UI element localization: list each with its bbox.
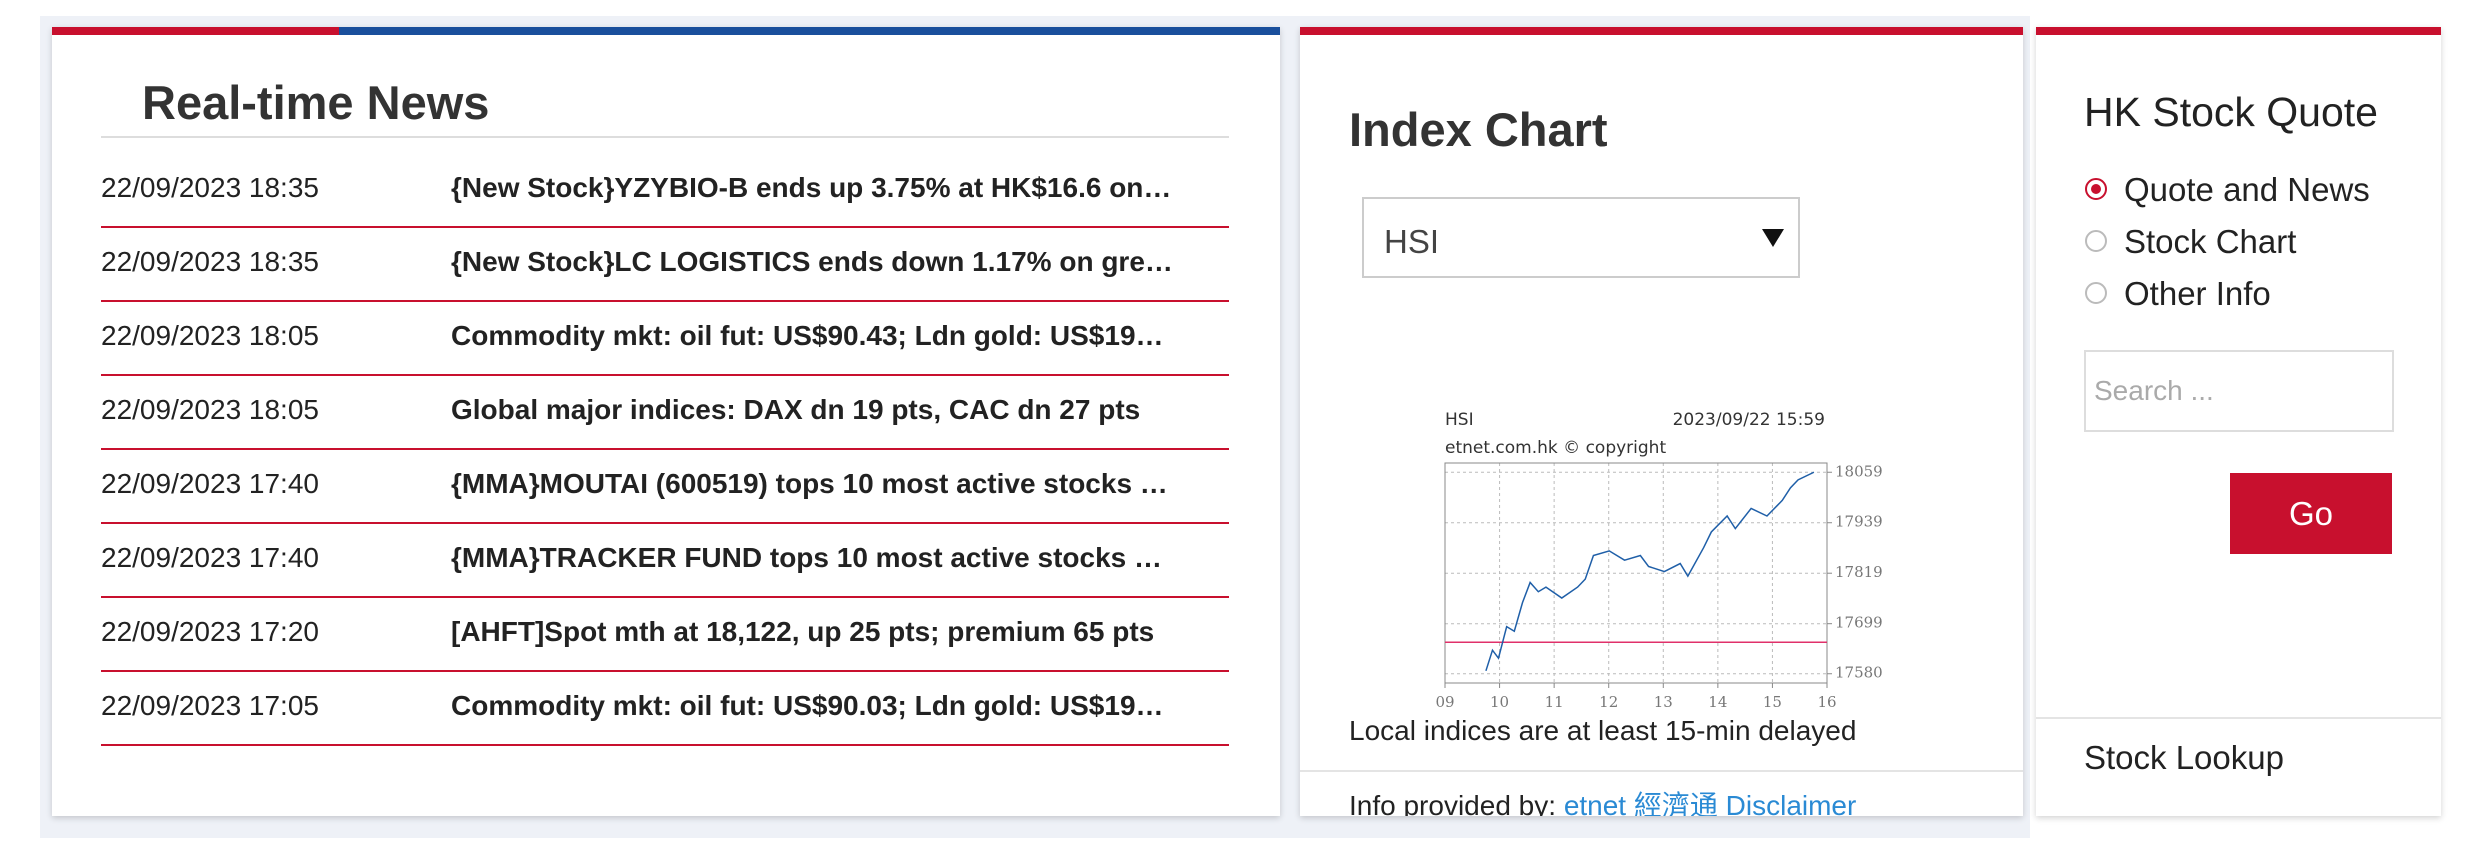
footer-rule <box>2036 717 2441 719</box>
news-headline[interactable]: {New Stock}LC LOGISTICS ends down 1.17% … <box>451 246 1173 277</box>
news-time: 22/09/2023 17:40 <box>101 468 319 499</box>
news-headline[interactable]: {MMA}MOUTAI (600519) tops 10 most active… <box>451 468 1168 499</box>
select-value: HSI <box>1384 223 1440 260</box>
chart-title: HSI <box>1445 410 1474 430</box>
x-tick-label: 09 <box>1435 693 1454 710</box>
news-headline[interactable]: {MMA}TRACKER FUND tops 10 most active st… <box>451 542 1163 573</box>
y-tick-label: 17580 <box>1835 664 1883 682</box>
radio-button[interactable] <box>2085 178 2107 200</box>
radio-label[interactable]: Other Info <box>2124 275 2271 312</box>
index-chart: HSI 2023/09/22 15:59 etnet.com.hk © copyri… <box>1435 410 1883 710</box>
y-tick-label: 17699 <box>1835 614 1883 632</box>
info-label: Info provided by: <box>1349 790 1557 816</box>
footer-rule <box>1300 770 2023 772</box>
radio-button[interactable] <box>2085 282 2107 304</box>
y-tick-label: 17939 <box>1835 513 1883 531</box>
stock-lookup[interactable]: Stock Lookup <box>2084 739 2284 776</box>
news-headline[interactable]: Global major indices: DAX dn 19 pts, CAC… <box>451 394 1141 425</box>
info-link[interactable]: etnet 經濟通 <box>1563 790 1718 816</box>
index-title: Index Chart <box>1349 103 1608 156</box>
x-tick-label: 13 <box>1654 693 1673 710</box>
radio-button[interactable] <box>2085 230 2107 252</box>
news-time: 22/09/2023 17:05 <box>101 690 319 721</box>
news-panel: Real-time News 22/09/2023 18:35 {New Stoc… <box>52 27 1280 816</box>
index-line <box>1485 471 1815 672</box>
row-separator <box>101 300 1229 302</box>
x-tick-label: 15 <box>1763 693 1782 710</box>
news-title: Real-time News <box>142 76 490 129</box>
news-time: 22/09/2023 18:05 <box>101 320 319 351</box>
radio-label[interactable]: Quote and News <box>2124 171 2370 208</box>
news-time: 22/09/2023 17:40 <box>101 542 319 573</box>
news-headline[interactable]: [AHFT]Spot mth at 18,122, up 25 pts; pre… <box>451 616 1155 647</box>
index-panel: Index Chart HSI HSI 2023/09/22 15:59 etnet… <box>1300 27 2023 816</box>
chart-annotation: etnet.com.hk © copyright <box>1445 438 1666 458</box>
go-button[interactable]: Go <box>2230 473 2392 554</box>
news-headline[interactable]: Commodity mkt: oil fut: US$90.03; Ldn go… <box>451 690 1164 721</box>
x-tick-label: 16 <box>1817 693 1836 710</box>
x-tick-label: 10 <box>1490 693 1509 710</box>
delay-note: Local indices are at least 15-min delaye… <box>1349 715 1857 746</box>
news-time: 22/09/2023 18:35 <box>101 246 319 277</box>
news-time: 22/09/2023 17:20 <box>101 616 319 647</box>
x-tick-label: 12 <box>1599 693 1618 710</box>
title-rule <box>101 136 1229 138</box>
radio-label[interactable]: Stock Chart <box>2124 223 2297 260</box>
disclaimer-link[interactable]: Disclaimer <box>1725 790 1857 816</box>
row-separator <box>101 670 1229 672</box>
top-bar-blue <box>339 27 1280 35</box>
news-time: 22/09/2023 18:35 <box>101 172 319 203</box>
index-select[interactable]: HSI <box>1362 197 1800 278</box>
top-bar-red <box>52 27 339 35</box>
row-separator <box>101 522 1229 524</box>
info-line: Info provided by: etnet 經濟通 Disclaimer <box>1349 784 1856 816</box>
x-tick-label: 14 <box>1708 693 1727 710</box>
top-bar <box>2036 27 2441 35</box>
top-bar <box>1300 27 2023 35</box>
y-tick-label: 17819 <box>1835 563 1883 581</box>
row-separator <box>101 226 1229 228</box>
search-input[interactable] <box>2084 350 2394 432</box>
news-headline[interactable]: Commodity mkt: oil fut: US$90.43; Ldn go… <box>451 320 1164 351</box>
chart-subtitle: 2023/09/22 15:59 <box>1673 410 1825 430</box>
quote-panel: HK Stock Quote Go Stock Lookup Quote and… <box>2036 27 2441 816</box>
row-separator <box>101 744 1229 746</box>
quote-title: HK Stock Quote <box>2084 89 2378 135</box>
news-time: 22/09/2023 18:05 <box>101 394 319 425</box>
dropdown-arrow <box>1762 229 1784 247</box>
news-headline[interactable]: {New Stock}YZYBIO-B ends up 3.75% at HK$… <box>451 172 1172 203</box>
row-separator <box>101 596 1229 598</box>
y-tick-label: 18059 <box>1835 462 1883 480</box>
x-tick-label: 11 <box>1545 693 1564 710</box>
plot-frame <box>1444 462 1828 684</box>
row-separator <box>101 448 1229 450</box>
row-separator <box>101 374 1229 376</box>
